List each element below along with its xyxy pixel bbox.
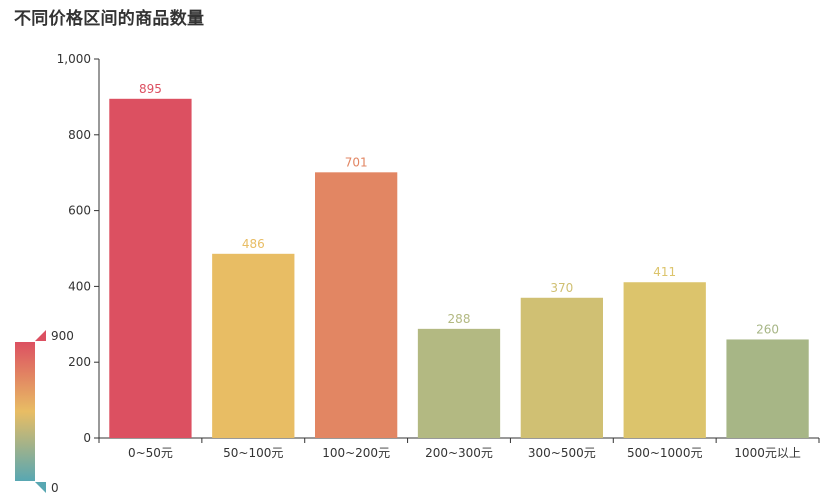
data-label: 701 [345, 155, 368, 169]
bar[interactable] [315, 172, 398, 439]
bars [109, 98, 809, 439]
visual-map-max-label: 900 [51, 329, 74, 343]
data-labels: 895 486 701 288 370 411 260 [139, 82, 779, 337]
bar[interactable] [212, 253, 295, 438]
bar[interactable] [109, 98, 192, 439]
visual-map-min-handle[interactable] [35, 482, 46, 493]
visual-map[interactable]: 900 0 [15, 329, 74, 495]
x-tick-label: 0~50元 [128, 446, 173, 460]
visual-map-bar[interactable] [15, 342, 35, 481]
x-tick-label: 1000元以上 [734, 446, 801, 460]
bar[interactable] [417, 328, 501, 438]
x-tick-label: 300~500元 [528, 446, 596, 460]
x-tick-label: 100~200元 [322, 446, 390, 460]
data-label: 288 [448, 312, 471, 326]
data-label: 370 [550, 281, 573, 295]
y-tick-label: 200 [68, 355, 91, 369]
bar[interactable] [623, 282, 706, 438]
visual-map-max-handle[interactable] [35, 330, 46, 341]
chart-title: 不同价格区间的商品数量 [14, 9, 205, 29]
bar[interactable] [520, 297, 603, 438]
y-tick-label: 0 [83, 431, 91, 445]
bar[interactable] [726, 339, 809, 438]
y-tick-label: 600 [68, 204, 91, 218]
y-tick-label: 400 [68, 279, 91, 293]
y-tick-label: 800 [68, 128, 91, 142]
visual-map-min-label: 0 [51, 481, 59, 495]
data-label: 260 [756, 322, 779, 336]
data-label: 486 [242, 237, 265, 251]
x-tick-label: 50~100元 [223, 446, 283, 460]
y-tick-label: 1,000 [57, 52, 91, 66]
data-label: 895 [139, 82, 162, 96]
data-label: 411 [653, 265, 676, 279]
x-tick-label: 200~300元 [425, 446, 493, 460]
x-tick-label: 500~1000元 [627, 446, 703, 460]
